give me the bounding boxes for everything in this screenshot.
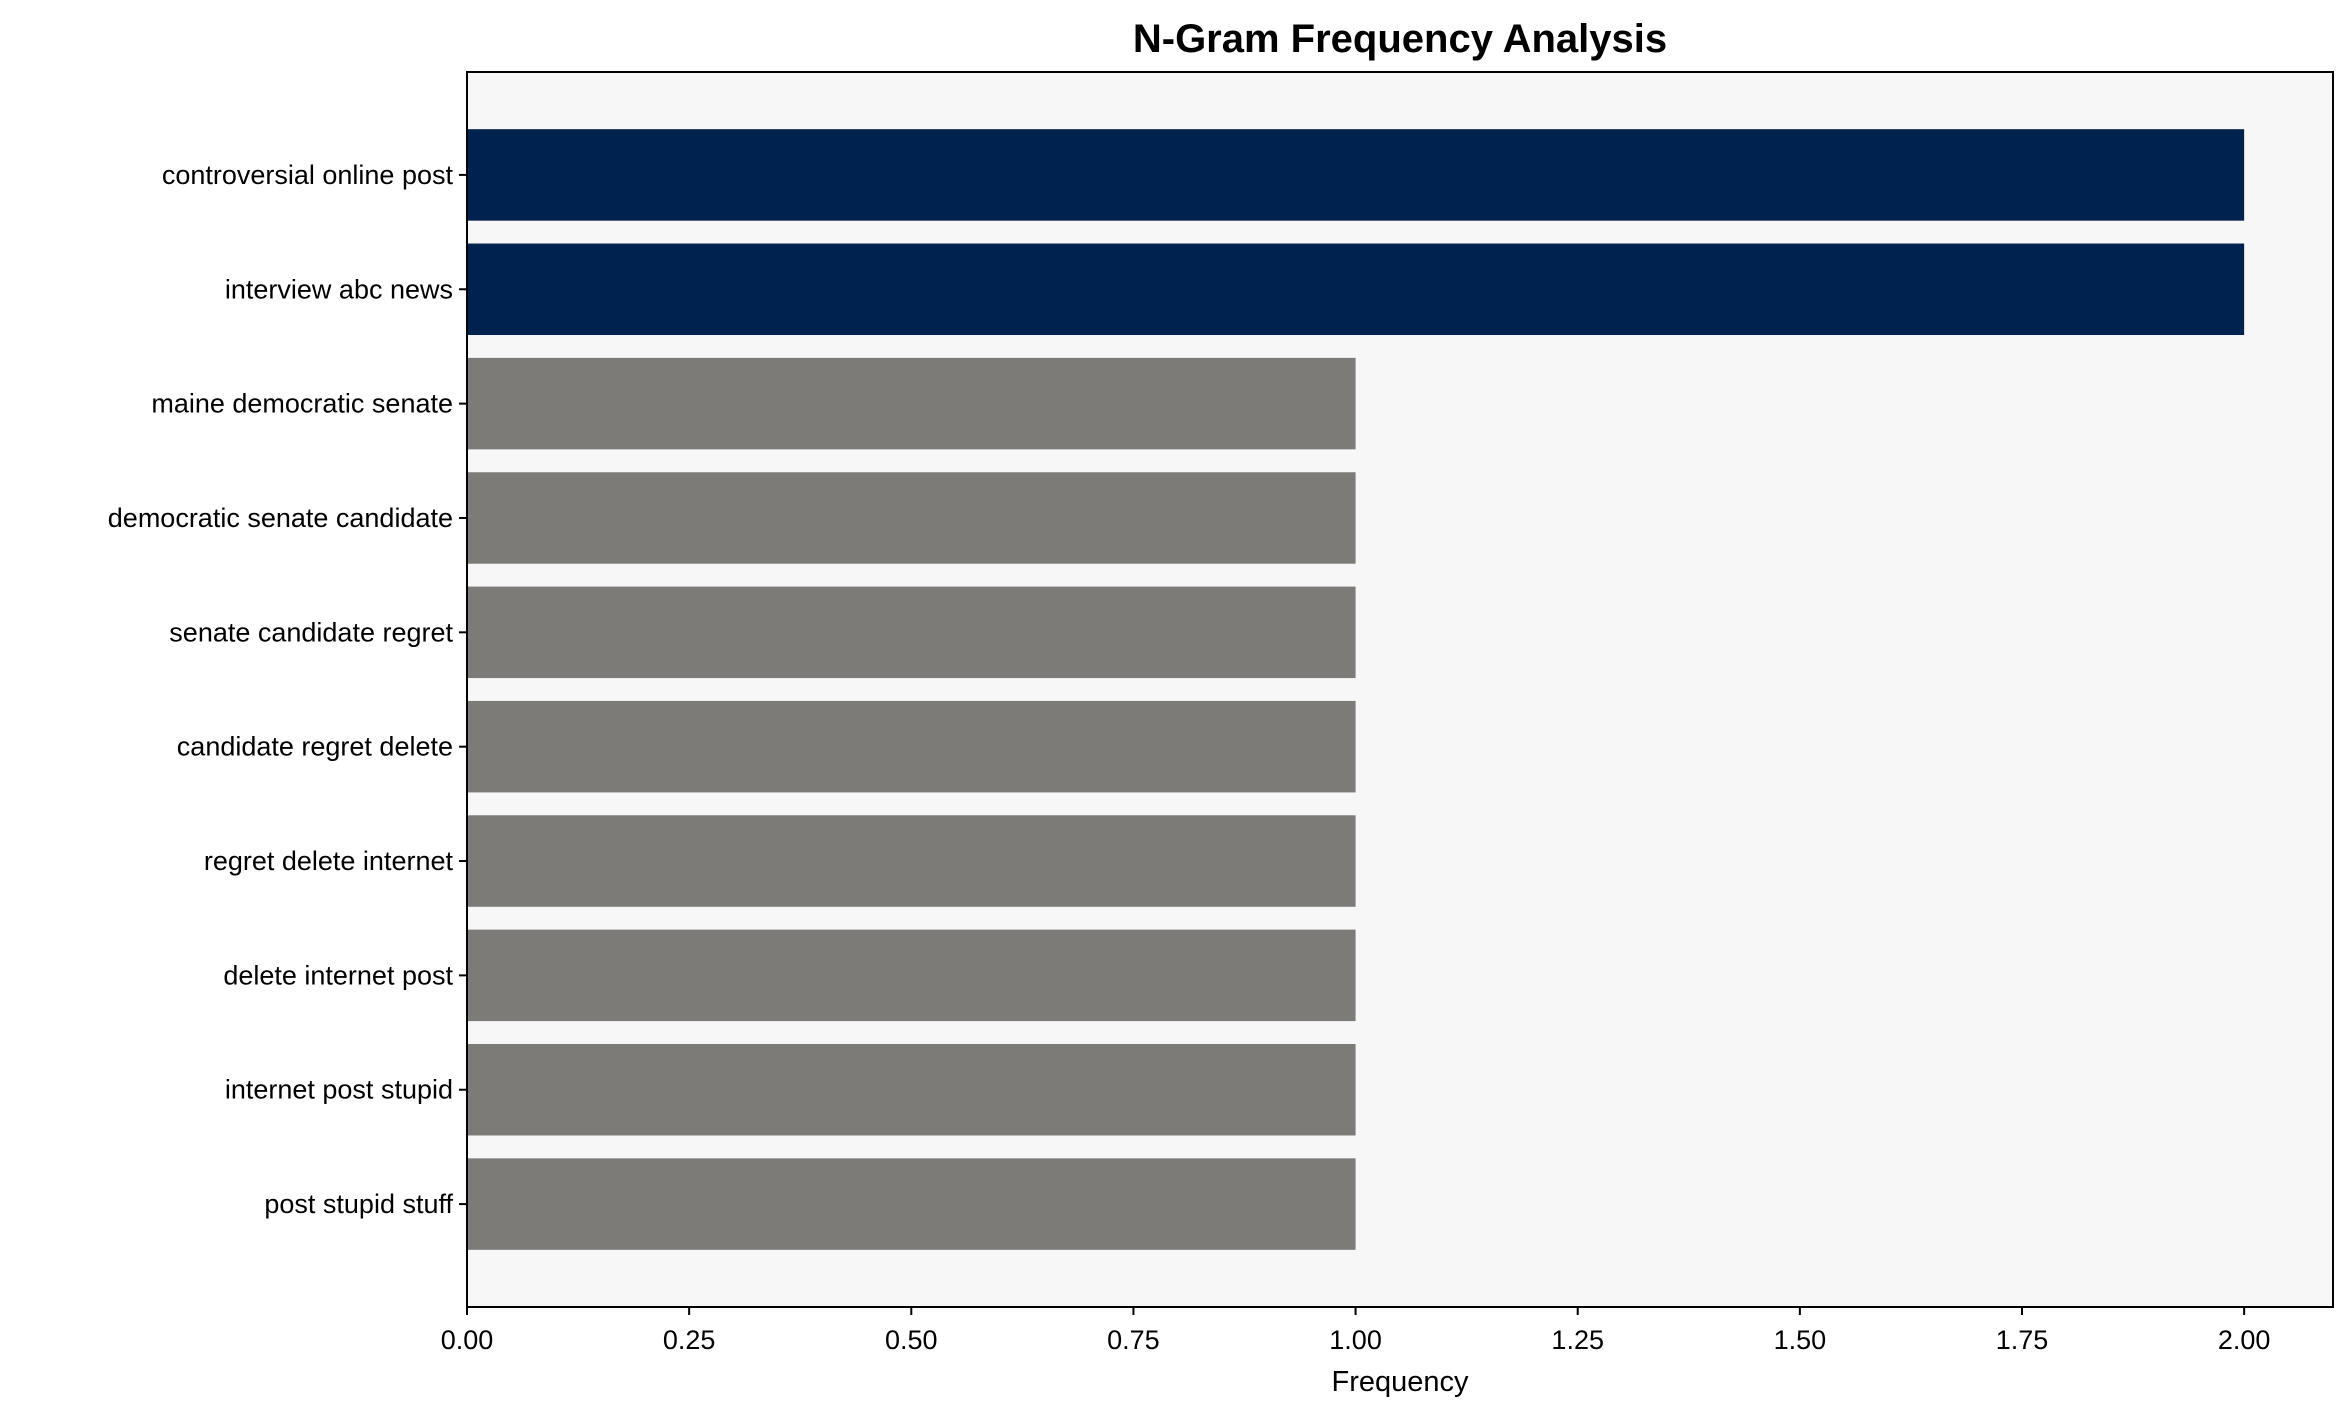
y-tick-label: regret delete internet	[204, 846, 454, 876]
bar-6	[467, 815, 1356, 907]
y-tick-label: interview abc news	[225, 274, 453, 304]
y-tick-label: democratic senate candidate	[108, 503, 453, 533]
x-tick-label: 0.25	[663, 1325, 716, 1355]
x-tick-label: 2.00	[2218, 1325, 2271, 1355]
y-tick-label: delete internet post	[223, 960, 453, 990]
y-tick-label: candidate regret delete	[177, 732, 453, 762]
x-tick-label: 1.00	[1329, 1325, 1382, 1355]
bar-9	[467, 1158, 1356, 1250]
x-axis-label: Frequency	[1331, 1366, 1469, 1398]
bar-3	[467, 472, 1356, 564]
x-tick-label: 0.75	[1107, 1325, 1160, 1355]
bar-1	[467, 243, 2245, 336]
x-tick-label: 1.25	[1551, 1325, 1604, 1355]
bar-0	[467, 129, 2245, 221]
bar-4	[467, 586, 1356, 679]
y-tick-label: controversial online post	[162, 160, 454, 190]
y-tick-label: senate candidate regret	[169, 617, 453, 647]
y-tick-label: internet post stupid	[225, 1075, 453, 1105]
x-tick-label: 0.50	[885, 1325, 938, 1355]
x-tick-label: 1.50	[1774, 1325, 1827, 1355]
axes-frame	[466, 71, 2334, 1308]
x-tick-label: 0.00	[441, 1325, 494, 1355]
y-tick-label: maine democratic senate	[151, 389, 453, 419]
bar-7	[467, 929, 1356, 1022]
bar-5	[467, 700, 1356, 793]
chart-title: N-Gram Frequency Analysis	[1133, 17, 1667, 61]
y-tick-label: post stupid stuff	[264, 1189, 453, 1219]
x-tick-label: 1.75	[1996, 1325, 2049, 1355]
bar-8	[467, 1043, 1356, 1136]
bar-2	[467, 357, 1356, 450]
